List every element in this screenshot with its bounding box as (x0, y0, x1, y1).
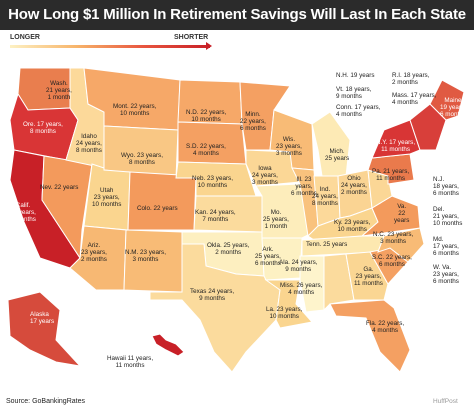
label-ky: Ky. 23 years, 10 months (334, 219, 371, 234)
label-la: La. 23 years, 10 months (266, 306, 303, 321)
label-nj: N.J. 18 years, 6 months (433, 176, 459, 198)
label-ny: N.Y. 17 years, 11 months (376, 139, 416, 154)
state-ar (261, 237, 303, 281)
label-az: Ariz. 23 years, 2 months (81, 242, 107, 264)
label-mn: Minn. 22 years, 6 months (240, 111, 266, 133)
label-nd: N.D. 22 years, 10 months (186, 109, 227, 124)
legend-longer-label: LONGER (10, 34, 40, 41)
label-ne: Neb. 23 years, 10 months (192, 175, 233, 190)
label-mo: Mo. 25 years, 1 month (263, 209, 289, 231)
state-new-england (409, 103, 447, 151)
legend-gradient-bar (10, 45, 210, 48)
map-title: How Long $1 Million In Retirement Saving… (0, 0, 474, 30)
label-md: Md. 17 years, 6 months (433, 236, 459, 258)
label-vt: Vt. 18 years, 9 months (336, 86, 372, 101)
source-credit: Source: GoBankingRates (6, 398, 85, 405)
label-wi: Wis. 23 years, 3 months (276, 136, 302, 158)
label-il: Ill. 23 years, 6 months (291, 176, 317, 198)
label-ct: Conn. 17 years, 4 months (336, 104, 381, 119)
label-sc: S.C. 22 years, 6 months (372, 254, 412, 269)
state-al (323, 253, 355, 312)
state-la (264, 279, 313, 329)
state-nc (362, 227, 425, 263)
label-ri: R.I. 18 years, 2 months (392, 72, 430, 87)
label-tx: Texas 24 years, 9 months (190, 288, 235, 303)
state-mi (311, 111, 351, 177)
label-ia: Iowa 24 years, 3 months (252, 165, 278, 187)
label-wa: Wash. 21 years, 1 month (46, 80, 72, 102)
label-ga: Ga. 23 years, 11 months (354, 266, 383, 288)
label-or: Ore. 17 years, 8 months (23, 121, 63, 136)
label-wy: Wyo. 23 years, 8 months (121, 152, 163, 167)
label-wv: W. Va. 23 years, 6 months (433, 264, 459, 286)
label-de: Del. 21 years, 10 months (433, 206, 463, 228)
state-tx (149, 243, 281, 373)
legend-shorter-label: SHORTER (174, 34, 209, 41)
label-hi: Hawaii 11 years, 11 months (107, 355, 154, 370)
label-al: Ala. 24 years, 9 months (279, 259, 318, 274)
state-ga (345, 251, 389, 301)
label-nc: N.C. 23 years, 3 months (373, 231, 414, 246)
label-fl: Fla. 22 years, 4 months (366, 320, 405, 335)
label-mi: Mich. 25 years (325, 148, 350, 163)
state-fl (329, 299, 411, 373)
publisher-credit: HuffPost (433, 398, 458, 405)
legend-arrow-icon (206, 42, 212, 50)
label-ma: Mass. 17 years, 4 months (392, 92, 437, 107)
label-ut: Utah 23 years, 10 months (92, 187, 122, 209)
state-co (127, 171, 197, 231)
label-ms: Miss. 26 years, 4 months (280, 282, 323, 297)
label-mt: Mont. 22 years, 10 months (113, 103, 157, 118)
label-ok: Okla. 25 years, 2 months (207, 242, 250, 257)
label-id: Idaho 24 years, 8 months (76, 133, 102, 155)
label-oh: Ohio 24 years, 2 months (341, 175, 367, 197)
label-nh: N.H. 19 years (336, 72, 375, 79)
label-tn: Tenn. 25 years (306, 241, 348, 248)
label-ar: Ark. 25 years, 6 months (255, 246, 281, 268)
label-sd: S.D. 22 years, 4 months (186, 143, 226, 158)
label-nm: N.M. 23 years, 3 months (125, 249, 166, 264)
label-me: Maine 19 years, 6 months (440, 97, 466, 119)
label-nv: Nev. 22 years (40, 184, 79, 191)
label-ak: Alaska 17 years (30, 311, 55, 326)
state-ms (299, 255, 325, 313)
label-pa: Pa. 21 years, 11 months (372, 168, 410, 183)
label-in: Ind. 24 years, 8 months (312, 186, 338, 208)
state-me (429, 79, 465, 121)
label-ca: Calif. 16 years, 4 months (10, 202, 36, 224)
label-va: Va. 22 years (394, 203, 410, 225)
label-ks: Kan. 24 years, 7 months (195, 209, 236, 224)
state-hi (151, 333, 185, 357)
state-ak (7, 291, 82, 367)
label-co: Colo. 22 years (137, 205, 178, 212)
